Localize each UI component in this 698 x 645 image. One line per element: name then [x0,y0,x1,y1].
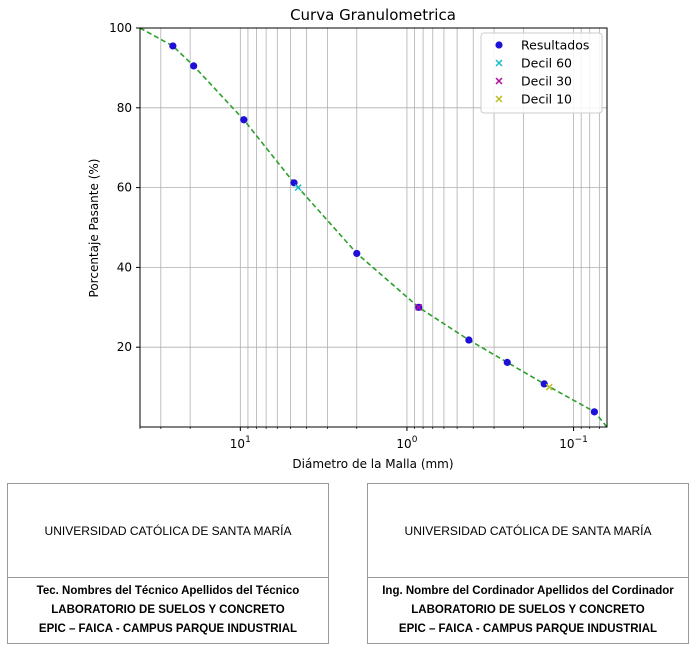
data-point [169,42,177,50]
y-tick-label: 100 [109,21,132,35]
signature-area: UNIVERSIDAD CATÓLICA DE SANTA MARÍA [8,484,328,578]
plot-frame [139,27,608,428]
chart-title: Curva Granulometrica [290,6,456,24]
fit-curve-line [139,27,608,428]
legend-marker [495,41,503,49]
data-point [465,336,473,344]
legend: Resultados Decil 60 Decil 30 Decil 10 [480,32,603,114]
y-axis-ticks: 20 40 60 80 100 [109,21,140,354]
campus-name: EPIC – FAICA - CAMPUS PARQUE INDUSTRIAL [38,623,298,635]
legend-label: Resultados [521,38,589,53]
institution-name: UNIVERSIDAD CATÓLICA DE SANTA MARÍA [404,523,652,538]
legend-marker [495,77,503,85]
data-point [353,249,361,258]
y-tick-label: 40 [117,260,132,274]
y-tick-label: 60 [117,181,132,195]
y-tick-label: 20 [117,340,132,354]
lab-name: LABORATORIO DE SUELOS Y CONCRETO [51,604,285,616]
x-tick-label: 10−1 [559,435,588,451]
legend-label: Decil 10 [521,92,572,107]
campus-name: EPIC – FAICA - CAMPUS PARQUE INDUSTRIAL [398,623,658,635]
coordinator-name: Ing. Nombre del Cordinador Apellidos del… [382,585,674,597]
x-axis-ticks: 101 100 10−1 [139,427,600,451]
signature-box-coordinator: UNIVERSIDAD CATÓLICA DE SANTA MARÍA Ing.… [367,483,689,644]
legend-frame [480,32,603,114]
technician-name: Tec. Nombres del Técnico Apellidos del T… [36,585,300,597]
y-tick-label: 80 [117,101,132,115]
x-axis-label: Diámetro de la Malla (mm) [292,457,453,470]
legend-marker [495,59,503,67]
fit-curve-layer [139,27,608,428]
data-point [540,380,548,388]
decil-marker-stroke-b [545,383,553,391]
legend-label: Decil 30 [521,74,572,89]
y-axis-label: Porcentaje Pasante (%) [87,159,101,298]
x-tick-label: 101 [230,435,251,451]
signature-box-technician: UNIVERSIDAD CATÓLICA DE SANTA MARÍA Tec.… [7,483,329,644]
data-point [590,408,598,416]
data-point [503,358,511,366]
granulometric-chart: 20 40 60 80 100 101 100 10−1 Curva Granulometr… [87,6,608,470]
x-tick-label: 100 [396,435,417,451]
decil-marker [294,184,302,192]
signature-area: UNIVERSIDAD CATÓLICA DE SANTA MARÍA [368,484,688,578]
data-point [190,62,198,70]
legend-marker-stroke-b [495,77,503,85]
decil-marker [545,383,553,391]
legend-marker-stroke-b [495,59,503,67]
legend-label: Decil 60 [521,56,572,71]
decil-marker-stroke-b [294,184,302,192]
legend-marker-stroke-b [495,95,503,103]
data-points-layer [169,42,598,416]
legend-marker [495,95,503,103]
lab-name: LABORATORIO DE SUELOS Y CONCRETO [411,604,645,616]
institution-name: UNIVERSIDAD CATÓLICA DE SANTA MARÍA [44,523,292,538]
decil-marker [415,303,423,311]
data-point [240,116,248,124]
decil-marker-stroke-b [415,303,423,311]
